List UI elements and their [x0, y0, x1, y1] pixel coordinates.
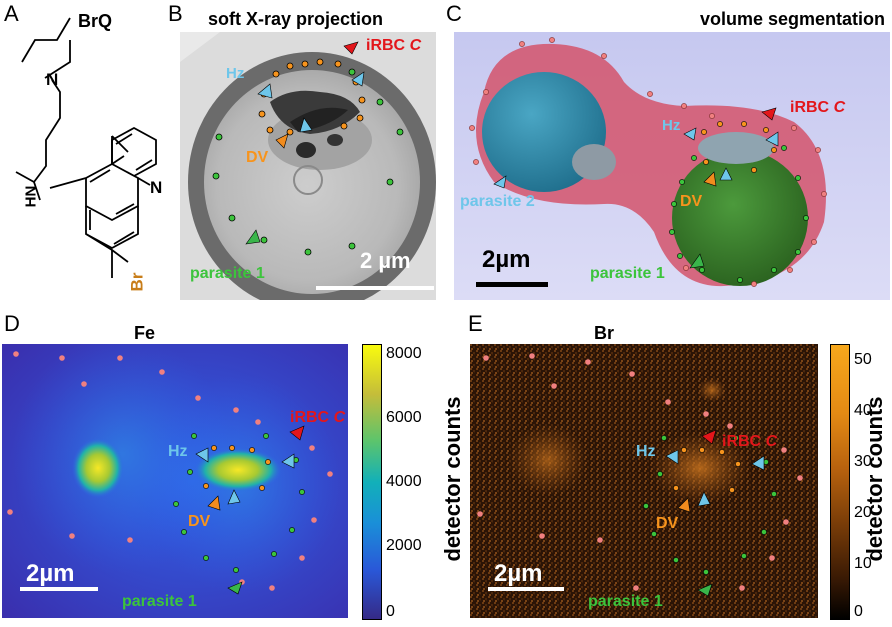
panel-letter-a: A — [4, 1, 19, 26]
panel-d-hz-label: Hz — [168, 443, 188, 460]
panel-c-overlay — [469, 37, 827, 287]
atom-n-amine: N — [46, 70, 59, 89]
panel-d-title: Fe — [134, 323, 156, 343]
panel-e-image — [470, 344, 818, 618]
atom-n-ring: N — [150, 178, 163, 197]
panel-e-cb-tick-10: 10 — [854, 555, 872, 572]
panel-c-title: volume segmentation — [700, 9, 886, 29]
panel-d-dv-label: DV — [188, 513, 211, 530]
brq-structure — [15, 17, 157, 278]
panel-c-irbc-label: iRBC C — [790, 99, 846, 116]
panel-e-cb-tick-30: 30 — [854, 453, 872, 470]
panel-e-scalebar-label: 2µm — [494, 560, 543, 587]
panel-b-dv-label: DV — [246, 149, 269, 166]
panel-e-dv-label: DV — [656, 515, 679, 532]
panel-b-irbc-label: iRBC C — [366, 37, 422, 54]
panel-d-cb-tick-4000: 4000 — [386, 473, 422, 490]
panel-e-parasite1-label: parasite 1 — [588, 593, 663, 610]
panel-c-dv-label: DV — [680, 193, 703, 210]
panel-e-irbc-label: iRBC C — [722, 433, 778, 450]
panel-d-cb-tick-2000: 2000 — [386, 537, 422, 554]
panel-letter-b: B — [168, 1, 183, 26]
panel-c-image — [454, 32, 890, 300]
panel-d-cb-tick-6000: 6000 — [386, 409, 422, 426]
atom-hn: HN — [22, 185, 40, 208]
panel-d-colorbar — [362, 344, 382, 620]
panel-e-cb-tick-40: 40 — [854, 402, 872, 419]
panel-d-cb-tick-8000: 8000 — [386, 345, 422, 362]
panel-d-overlay — [7, 351, 333, 595]
panel-d-colorbar-label: detector counts — [440, 396, 465, 562]
atom-br: Br — [127, 272, 147, 292]
panel-b-parasite1-label: parasite 1 — [190, 265, 265, 282]
panel-letter-e: E — [468, 311, 483, 336]
panel-a-title: BrQ — [78, 11, 113, 31]
panel-b-title: soft X-ray projection — [208, 9, 384, 29]
panel-b-scalebar-label: 2 µm — [360, 248, 411, 273]
panel-e-cb-tick-20: 20 — [854, 504, 872, 521]
panel-c-parasite1-label: parasite 1 — [590, 265, 665, 282]
panel-d-cb-tick-0: 0 — [386, 603, 395, 620]
panel-e-colorbar — [830, 344, 850, 620]
panel-e-cb-tick-0: 0 — [854, 603, 863, 620]
panel-d-parasite1-label: parasite 1 — [122, 593, 197, 610]
panel-b-image — [180, 32, 436, 300]
panel-d-scalebar-label: 2µm — [26, 560, 75, 587]
panel-e-cb-tick-50: 50 — [854, 351, 872, 368]
panel-letter-d: D — [4, 311, 20, 336]
panel-c-parasite2-label: parasite 2 — [460, 193, 535, 210]
panel-c-hz-label: Hz — [662, 117, 681, 134]
panel-letter-c: C — [446, 1, 462, 26]
panel-e-colorbar-label: detector counts — [862, 396, 887, 562]
panel-b-overlay — [212, 41, 404, 256]
panel-e-overlay — [477, 353, 803, 597]
panel-e-hz-label: Hz — [636, 443, 656, 460]
panel-d-image — [2, 344, 348, 618]
panel-b-hz-label: Hz — [226, 65, 245, 82]
panel-c-scalebar-label: 2µm — [482, 246, 531, 273]
panel-e-title: Br — [594, 323, 615, 343]
panel-d-irbc-label: iRBC C — [290, 409, 346, 426]
